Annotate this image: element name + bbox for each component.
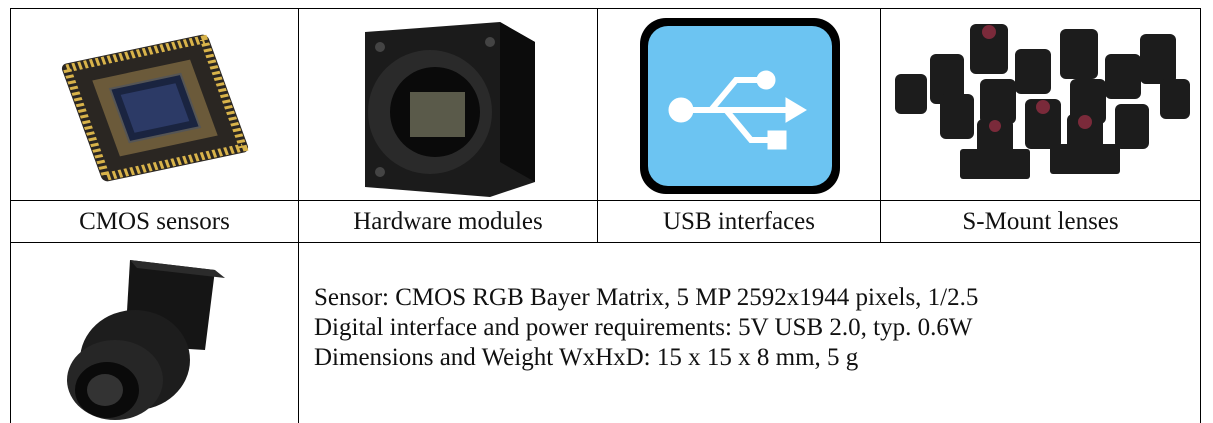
border bbox=[597, 8, 598, 242]
caption: USB interfaces bbox=[662, 208, 816, 235]
border bbox=[298, 8, 299, 423]
border bbox=[10, 8, 11, 423]
border bbox=[10, 200, 1201, 201]
border bbox=[10, 242, 1201, 243]
border bbox=[880, 8, 881, 242]
spec-line: Digital interface and power requirements… bbox=[314, 314, 973, 341]
caption: CMOS sensors bbox=[79, 208, 230, 235]
border bbox=[1200, 8, 1201, 423]
caption: S-Mount lenses bbox=[962, 208, 1119, 235]
border bbox=[10, 8, 1201, 9]
camera-module-image bbox=[67, 260, 225, 420]
spec-line: Sensor: CMOS RGB Bayer Matrix, 5 MP 2592… bbox=[314, 284, 979, 311]
hardware-module-image bbox=[365, 22, 535, 197]
usb-interface-image bbox=[640, 18, 840, 194]
s-mount-lenses-image bbox=[895, 24, 1190, 179]
caption: Hardware modules bbox=[353, 208, 543, 235]
cmos-sensor-image bbox=[61, 34, 249, 182]
spec-line: Dimensions and Weight WxHxD: 15 x 15 x 8… bbox=[314, 344, 859, 371]
